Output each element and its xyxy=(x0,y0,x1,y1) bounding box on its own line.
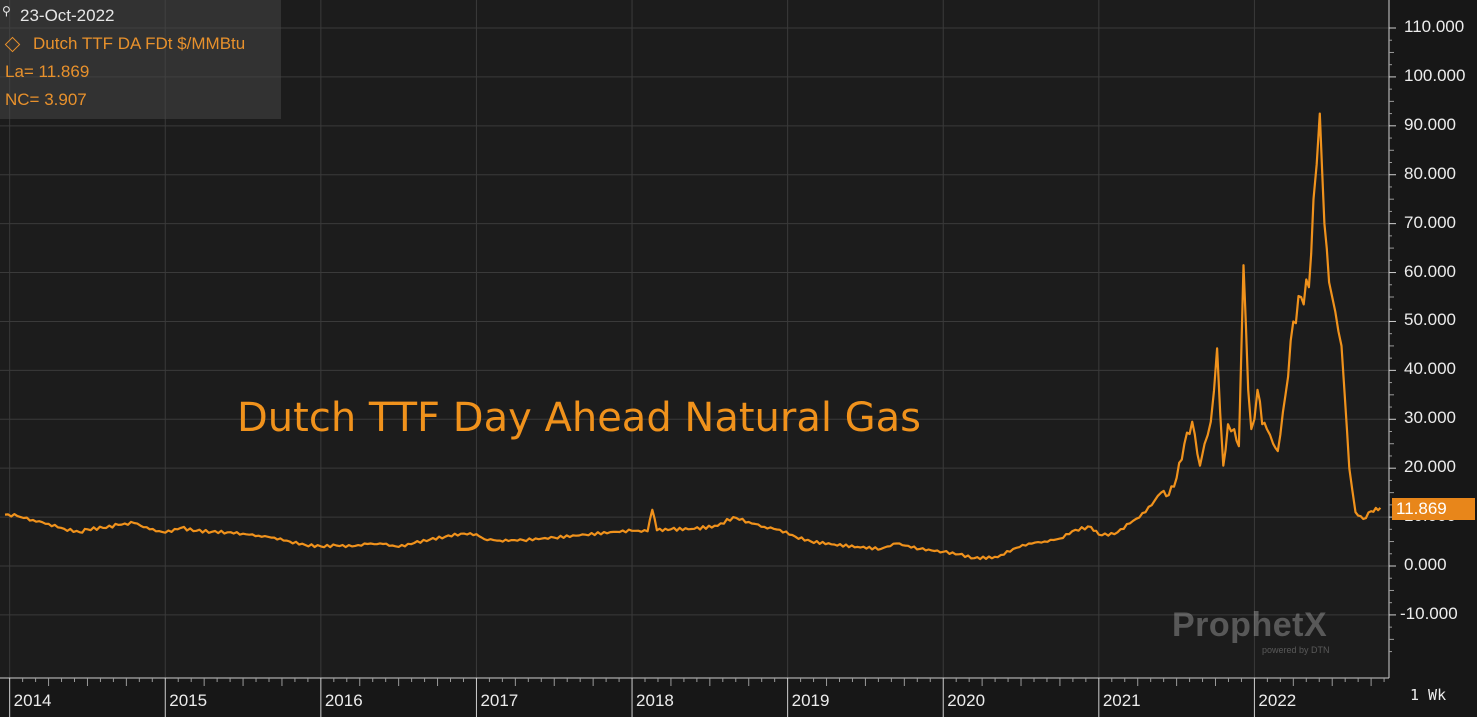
x-tick-label: 2019 xyxy=(791,691,830,710)
x-tick-label: 2022 xyxy=(1258,691,1297,710)
x-tick-label: 2021 xyxy=(1102,691,1141,710)
info-date: 23-Oct-2022 xyxy=(20,6,115,25)
x-tick-label: 2016 xyxy=(324,691,363,710)
series-line xyxy=(4,112,1382,561)
x-tick-label: 2020 xyxy=(947,691,986,710)
watermark-brand: ProphetX xyxy=(1172,606,1328,644)
magnifier-icon: ⚲ xyxy=(2,4,11,18)
y-tick-label: 50.000 xyxy=(1404,310,1456,330)
info-series-label: Dutch TTF DA FDt $/MMBtu xyxy=(33,34,246,53)
interval-label[interactable]: 1 Wk xyxy=(1410,686,1447,704)
chart-title: Dutch TTF Day Ahead Natural Gas xyxy=(237,395,922,441)
info-net-change-label: NC= 3.907 xyxy=(5,90,87,109)
y-tick-label: 60.000 xyxy=(1404,261,1456,281)
y-tick-label: 100.000 xyxy=(1404,65,1466,85)
info-panel: ⚲ 23-Oct-2022 Dutch TTF DA FDt $/MMBtu L… xyxy=(0,0,281,119)
watermark-sub: powered by DTN xyxy=(1262,645,1330,655)
x-tick-label: 2017 xyxy=(480,691,519,710)
y-tick-label: 20.000 xyxy=(1404,457,1456,477)
y-tick-label: 80.000 xyxy=(1404,163,1456,183)
x-tick-label: 2014 xyxy=(13,691,52,710)
axis-background xyxy=(1389,0,1477,678)
y-tick-label: 30.000 xyxy=(1404,408,1456,428)
diamond-icon xyxy=(4,36,21,53)
info-last-label: La= 11.869 xyxy=(5,62,90,81)
y-tick-label: 90.000 xyxy=(1404,114,1456,134)
y-tick-label: 0.000 xyxy=(1404,555,1447,574)
x-tick-label: 2015 xyxy=(169,691,208,710)
time-axis-background xyxy=(0,678,1477,717)
y-tick-label: 70.000 xyxy=(1404,212,1456,232)
last-value-badge: 11.869 xyxy=(1392,498,1475,520)
x-tick-label: 2018 xyxy=(636,691,674,710)
time-axis-ticks xyxy=(9,678,1385,717)
y-tick-label: 110.000 xyxy=(1404,17,1465,36)
value-axis-ticks xyxy=(1389,27,1396,653)
y-tick-label: 40.000 xyxy=(1404,359,1456,379)
y-tick-label: -10.000 xyxy=(1400,603,1458,623)
